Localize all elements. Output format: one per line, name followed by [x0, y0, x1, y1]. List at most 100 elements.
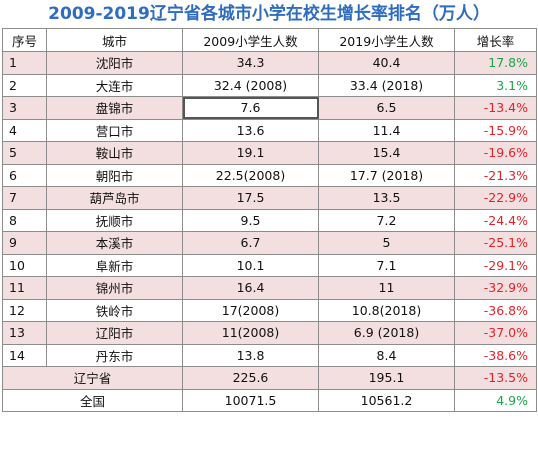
province-label-cell[interactable]: 辽宁省 [2, 366, 183, 390]
value-2019-cell[interactable]: 17.7 (2018) [318, 163, 455, 187]
rate-cell[interactable]: -19.6% [454, 141, 537, 165]
province-2019-cell[interactable]: 195.1 [318, 366, 455, 390]
rank-cell[interactable]: 3 [2, 96, 47, 120]
rate-cell[interactable]: -15.9% [454, 118, 537, 142]
national-2019-cell[interactable]: 10561.2 [318, 388, 455, 412]
header-rank[interactable]: 序号 [2, 28, 47, 52]
value-2009-cell[interactable]: 22.5(2008) [182, 163, 319, 187]
city-cell[interactable]: 铁岭市 [46, 298, 183, 322]
value-2019-cell[interactable]: 5 [318, 231, 455, 255]
table-row: 12 铁岭市 17(2008) 10.8(2018) -36.8% [2, 298, 537, 322]
value-2019-cell[interactable]: 8.4 [318, 343, 455, 367]
rate-cell[interactable]: -29.1% [454, 253, 537, 277]
header-2019[interactable]: 2019小学生人数 [318, 28, 455, 52]
rate-cell[interactable]: -32.9% [454, 276, 537, 300]
city-cell[interactable]: 丹东市 [46, 343, 183, 367]
value-2009-cell[interactable]: 17(2008) [182, 298, 319, 322]
table-row: 4 营口市 13.6 11.4 -15.9% [2, 118, 537, 142]
rate-cell[interactable]: -21.3% [454, 163, 537, 187]
rate-cell[interactable]: -38.6% [454, 343, 537, 367]
rank-cell[interactable]: 6 [2, 163, 47, 187]
table-row: 11 锦州市 16.4 11 -32.9% [2, 276, 537, 300]
table-row: 6 朝阳市 22.5(2008) 17.7 (2018) -21.3% [2, 163, 537, 187]
value-2019-cell[interactable]: 10.8(2018) [318, 298, 455, 322]
rank-cell[interactable]: 5 [2, 141, 47, 165]
table-row: 7 葫芦岛市 17.5 13.5 -22.9% [2, 186, 537, 210]
table-row: 3 盘锦市 7.6 6.5 -13.4% [2, 96, 537, 120]
value-2019-cell[interactable]: 7.1 [318, 253, 455, 277]
city-cell[interactable]: 朝阳市 [46, 163, 183, 187]
value-2019-cell[interactable]: 33.4 (2018) [318, 73, 455, 97]
national-label-cell[interactable]: 全国 [2, 388, 183, 412]
table-row: 5 鞍山市 19.1 15.4 -19.6% [2, 141, 537, 165]
table-row: 10 阜新市 10.1 7.1 -29.1% [2, 253, 537, 277]
table-row: 13 辽阳市 11(2008) 6.9 (2018) -37.0% [2, 321, 537, 345]
rank-cell[interactable]: 9 [2, 231, 47, 255]
rank-cell[interactable]: 11 [2, 276, 47, 300]
value-2019-cell[interactable]: 15.4 [318, 141, 455, 165]
rank-cell[interactable]: 8 [2, 208, 47, 232]
value-2009-cell[interactable]: 32.4 (2008) [182, 73, 319, 97]
value-2009-cell[interactable]: 19.1 [182, 141, 319, 165]
rate-cell[interactable]: -24.4% [454, 208, 537, 232]
table-row: 1 沈阳市 34.3 40.4 17.8% [2, 51, 537, 75]
value-2009-cell[interactable]: 6.7 [182, 231, 319, 255]
table-title: 2009-2019辽宁省各城市小学在校生增长率排名（万人） [48, 4, 490, 24]
rank-cell[interactable]: 14 [2, 343, 47, 367]
value-2009-cell[interactable]: 11(2008) [182, 321, 319, 345]
header-2009[interactable]: 2009小学生人数 [182, 28, 319, 52]
city-cell[interactable]: 盘锦市 [46, 96, 183, 120]
province-total-row: 辽宁省 225.6 195.1 -13.5% [2, 366, 537, 390]
value-2019-cell[interactable]: 11 [318, 276, 455, 300]
rank-cell[interactable]: 12 [2, 298, 47, 322]
city-cell[interactable]: 沈阳市 [46, 51, 183, 75]
national-rate-cell[interactable]: 4.9% [454, 388, 537, 412]
city-cell[interactable]: 辽阳市 [46, 321, 183, 345]
city-cell[interactable]: 大连市 [46, 73, 183, 97]
value-2009-cell[interactable]: 13.8 [182, 343, 319, 367]
rate-cell[interactable]: -22.9% [454, 186, 537, 210]
rate-cell[interactable]: -25.1% [454, 231, 537, 255]
header-rate[interactable]: 增长率 [454, 28, 537, 52]
value-2019-cell[interactable]: 6.5 [318, 96, 455, 120]
rank-cell[interactable]: 10 [2, 253, 47, 277]
value-2009-cell[interactable]: 9.5 [182, 208, 319, 232]
value-2009-cell[interactable]: 16.4 [182, 276, 319, 300]
table-row: 9 本溪市 6.7 5 -25.1% [2, 231, 537, 255]
rank-cell[interactable]: 2 [2, 73, 47, 97]
city-cell[interactable]: 营口市 [46, 118, 183, 142]
value-2019-cell[interactable]: 7.2 [318, 208, 455, 232]
value-2019-cell[interactable]: 40.4 [318, 51, 455, 75]
rate-cell[interactable]: 3.1% [454, 73, 537, 97]
city-cell[interactable]: 阜新市 [46, 253, 183, 277]
value-2019-cell[interactable]: 11.4 [318, 118, 455, 142]
rank-cell[interactable]: 7 [2, 186, 47, 210]
city-cell[interactable]: 抚顺市 [46, 208, 183, 232]
province-2009-cell[interactable]: 225.6 [182, 366, 319, 390]
value-2019-cell[interactable]: 6.9 (2018) [318, 321, 455, 345]
national-2009-cell[interactable]: 10071.5 [182, 388, 319, 412]
header-row: 序号 城市 2009小学生人数 2019小学生人数 增长率 [2, 28, 537, 52]
table-row: 8 抚顺市 9.5 7.2 -24.4% [2, 208, 537, 232]
city-cell[interactable]: 本溪市 [46, 231, 183, 255]
rate-cell[interactable]: -37.0% [454, 321, 537, 345]
value-2009-cell[interactable]: 17.5 [182, 186, 319, 210]
value-2009-cell[interactable]: 10.1 [182, 253, 319, 277]
rank-cell[interactable]: 4 [2, 118, 47, 142]
national-total-row: 全国 10071.5 10561.2 4.9% [2, 388, 537, 412]
value-2019-cell[interactable]: 13.5 [318, 186, 455, 210]
value-2009-cell-selected[interactable]: 7.6 [182, 96, 319, 120]
city-cell[interactable]: 葫芦岛市 [46, 186, 183, 210]
rate-cell[interactable]: -36.8% [454, 298, 537, 322]
value-2009-cell[interactable]: 34.3 [182, 51, 319, 75]
table-row: 14 丹东市 13.8 8.4 -38.6% [2, 343, 537, 367]
rate-cell[interactable]: 17.8% [454, 51, 537, 75]
province-rate-cell[interactable]: -13.5% [454, 366, 537, 390]
header-city[interactable]: 城市 [46, 28, 183, 52]
city-cell[interactable]: 锦州市 [46, 276, 183, 300]
rank-cell[interactable]: 13 [2, 321, 47, 345]
city-cell[interactable]: 鞍山市 [46, 141, 183, 165]
value-2009-cell[interactable]: 13.6 [182, 118, 319, 142]
rate-cell[interactable]: -13.4% [454, 96, 537, 120]
rank-cell[interactable]: 1 [2, 51, 47, 75]
